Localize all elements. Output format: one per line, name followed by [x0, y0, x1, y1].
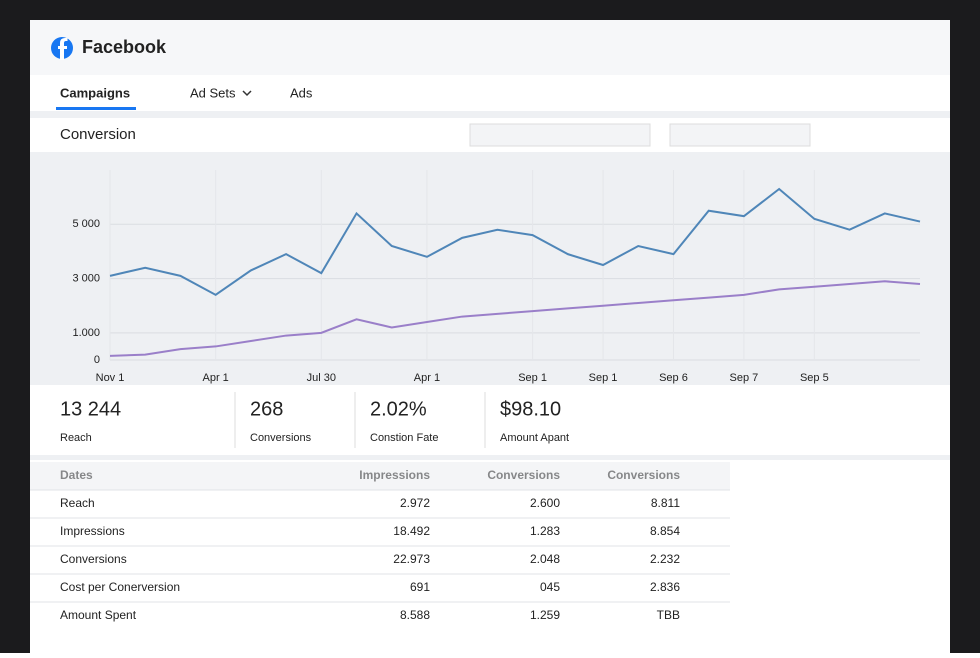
table-cell: 2.836 — [650, 580, 680, 594]
table-cell: 1.283 — [530, 524, 560, 538]
stat-label: Conversions — [250, 432, 312, 444]
section-title: Conversion — [60, 126, 136, 143]
y-tick-label: 3 000 — [72, 272, 100, 284]
table-cell: 2.600 — [530, 496, 560, 510]
table-cell: Impressions — [60, 524, 125, 538]
table-area — [30, 460, 950, 653]
table-cell: 045 — [540, 580, 560, 594]
table-cell: Reach — [60, 496, 95, 510]
line-series — [109, 280, 921, 357]
table-cell: Cost per Conerversion — [60, 580, 180, 594]
dropdown[interactable] — [669, 123, 811, 147]
x-tick-label: Sep 5 — [800, 372, 829, 384]
tab[interactable]: Ads — [290, 85, 313, 100]
tab[interactable]: Ad Sets — [190, 85, 236, 100]
tab-underline — [56, 107, 136, 110]
chevron — [242, 90, 252, 97]
table-cell: 8.811 — [651, 496, 680, 510]
table-cell: 2.232 — [650, 552, 680, 566]
x-tick-label: Apr 1 — [203, 372, 229, 384]
x-tick-label: Sep 1 — [518, 372, 547, 384]
stat-label: Constion Fate — [370, 432, 438, 444]
x-tick-label: Sep 1 — [589, 372, 618, 384]
table-cell: 1.259 — [530, 608, 560, 622]
table-cell: 2.048 — [530, 552, 560, 566]
header-bg — [30, 462, 730, 490]
app-title: Facebook — [82, 37, 167, 57]
stats-bar — [30, 385, 950, 455]
table-cell: 18.492 — [393, 524, 430, 538]
stat-value: 2.02% — [370, 398, 427, 420]
tab[interactable]: Campaigns — [60, 85, 130, 100]
table-cell: Conversions — [60, 552, 127, 566]
dropdown[interactable] — [469, 123, 651, 147]
y-tick-label: 1.000 — [72, 327, 100, 339]
top-bar — [30, 20, 950, 75]
table-cell: Amount Spent — [60, 608, 137, 622]
table-cell: TBB — [657, 608, 680, 622]
stat-value: 268 — [250, 398, 283, 420]
table-cell: 8.854 — [650, 524, 680, 538]
line-series — [109, 187, 921, 297]
table-cell: 691 — [410, 580, 430, 594]
stat-value: 13 244 — [60, 398, 121, 420]
logo-glyph — [58, 38, 68, 60]
table-cell: 2.972 — [400, 496, 430, 510]
stat-value: $98.10 — [500, 398, 561, 420]
stat-label: Amount Apant — [500, 432, 569, 444]
x-tick-label: Sep 7 — [730, 372, 759, 384]
x-tick-label: Jul 30 — [307, 372, 336, 384]
table-cell: 8.588 — [400, 608, 430, 622]
table-cell: 22.973 — [393, 552, 430, 566]
x-tick-label: Apr 1 — [414, 372, 440, 384]
y-tick-label: 5 000 — [72, 218, 100, 230]
stat-label: Reach — [60, 432, 92, 444]
y-tick-label: 0 — [94, 354, 100, 366]
x-tick-label: Sep 6 — [659, 372, 688, 384]
x-tick-label: Nov 1 — [96, 372, 125, 384]
tab-bar — [30, 75, 950, 111]
